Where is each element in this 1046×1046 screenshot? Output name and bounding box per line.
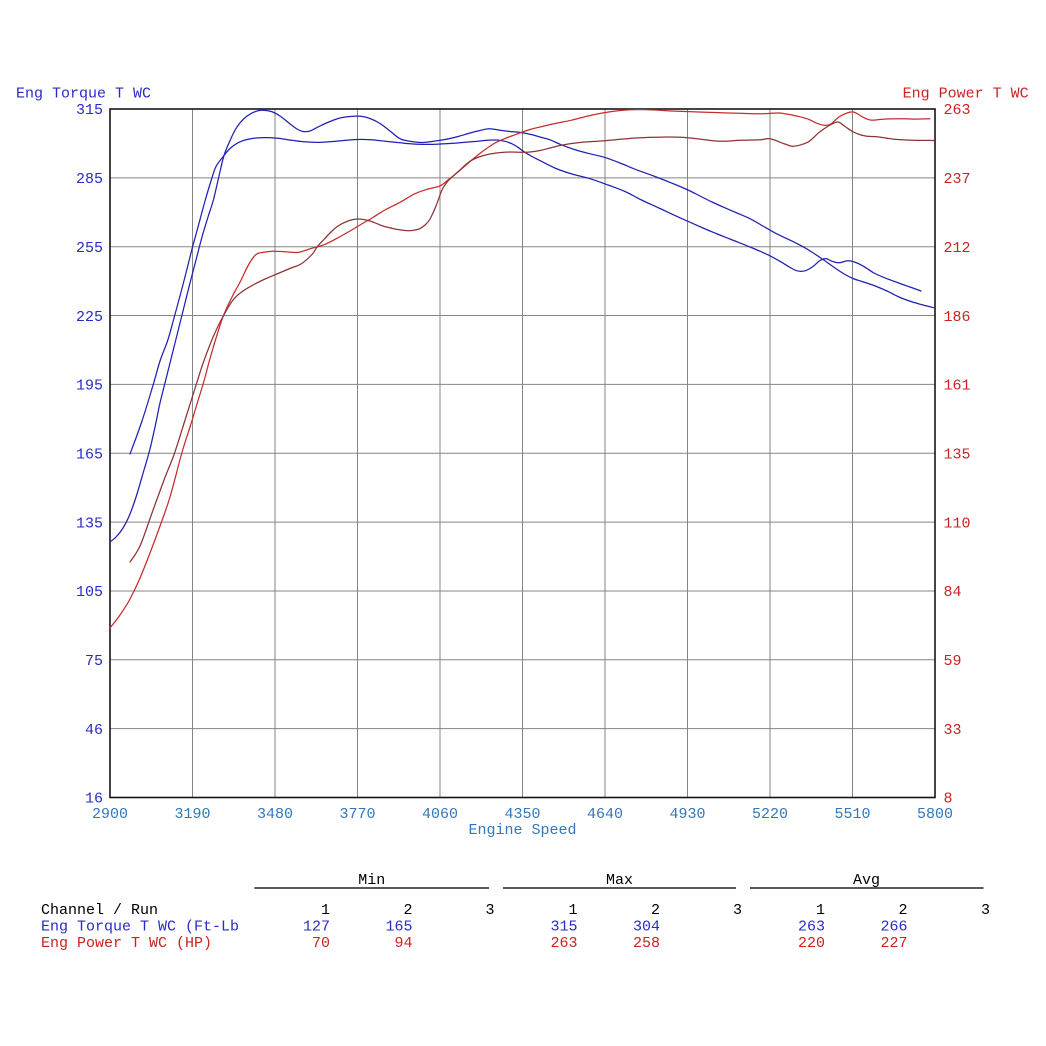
svg-text:16: 16	[85, 791, 103, 808]
svg-text:33: 33	[944, 722, 962, 739]
svg-text:3770: 3770	[339, 806, 375, 823]
svg-text:Eng Torque T WC: Eng Torque T WC	[16, 86, 151, 103]
svg-text:2: 2	[403, 902, 412, 919]
svg-text:165: 165	[76, 446, 103, 463]
svg-text:3: 3	[485, 902, 494, 919]
svg-text:110: 110	[944, 515, 971, 532]
svg-text:255: 255	[76, 240, 103, 257]
svg-text:3: 3	[981, 902, 990, 919]
svg-text:195: 195	[76, 378, 103, 395]
svg-text:135: 135	[76, 515, 103, 532]
svg-text:Channel / Run: Channel / Run	[41, 902, 158, 919]
svg-text:285: 285	[76, 171, 103, 188]
svg-text:5510: 5510	[834, 806, 870, 823]
svg-text:Engine Speed: Engine Speed	[468, 822, 576, 839]
svg-text:Min: Min	[358, 872, 385, 889]
svg-text:70: 70	[312, 935, 330, 952]
svg-text:304: 304	[633, 919, 660, 936]
svg-text:2: 2	[651, 902, 660, 919]
svg-text:263: 263	[944, 102, 971, 119]
svg-text:220: 220	[798, 935, 825, 952]
svg-text:237: 237	[944, 171, 971, 188]
svg-text:165: 165	[385, 919, 412, 936]
svg-text:3190: 3190	[174, 806, 210, 823]
svg-text:8: 8	[944, 791, 953, 808]
svg-text:127: 127	[303, 919, 330, 936]
svg-text:225: 225	[76, 309, 103, 326]
svg-text:2900: 2900	[92, 806, 128, 823]
svg-text:Eng Torque T WC (Ft-Lb: Eng Torque T WC (Ft-Lb	[41, 919, 239, 936]
svg-text:3480: 3480	[257, 806, 293, 823]
svg-text:Avg: Avg	[853, 872, 880, 889]
svg-text:263: 263	[550, 935, 577, 952]
svg-text:4060: 4060	[422, 806, 458, 823]
svg-text:1: 1	[321, 902, 330, 919]
svg-text:3: 3	[733, 902, 742, 919]
svg-text:135: 135	[944, 446, 971, 463]
svg-text:315: 315	[76, 102, 103, 119]
svg-text:84: 84	[944, 584, 962, 601]
svg-text:263: 263	[798, 919, 825, 936]
svg-text:315: 315	[550, 919, 577, 936]
svg-text:186: 186	[944, 309, 971, 326]
svg-text:5220: 5220	[752, 806, 788, 823]
svg-text:105: 105	[76, 584, 103, 601]
svg-text:5800: 5800	[917, 806, 953, 823]
svg-text:2: 2	[898, 902, 907, 919]
svg-text:46: 46	[85, 722, 103, 739]
svg-text:161: 161	[944, 378, 971, 395]
svg-text:75: 75	[85, 653, 103, 670]
svg-text:212: 212	[944, 240, 971, 257]
svg-text:Max: Max	[606, 872, 633, 889]
svg-text:59: 59	[944, 653, 962, 670]
svg-text:Eng Power T WC (HP): Eng Power T WC (HP)	[41, 935, 212, 952]
svg-text:4930: 4930	[669, 806, 705, 823]
svg-text:4350: 4350	[504, 806, 540, 823]
svg-text:266: 266	[880, 919, 907, 936]
svg-text:258: 258	[633, 935, 660, 952]
svg-text:94: 94	[394, 935, 412, 952]
svg-text:227: 227	[880, 935, 907, 952]
svg-text:4640: 4640	[587, 806, 623, 823]
svg-text:Eng Power T WC: Eng Power T WC	[903, 86, 1029, 103]
svg-text:1: 1	[568, 902, 577, 919]
svg-text:1: 1	[816, 902, 825, 919]
